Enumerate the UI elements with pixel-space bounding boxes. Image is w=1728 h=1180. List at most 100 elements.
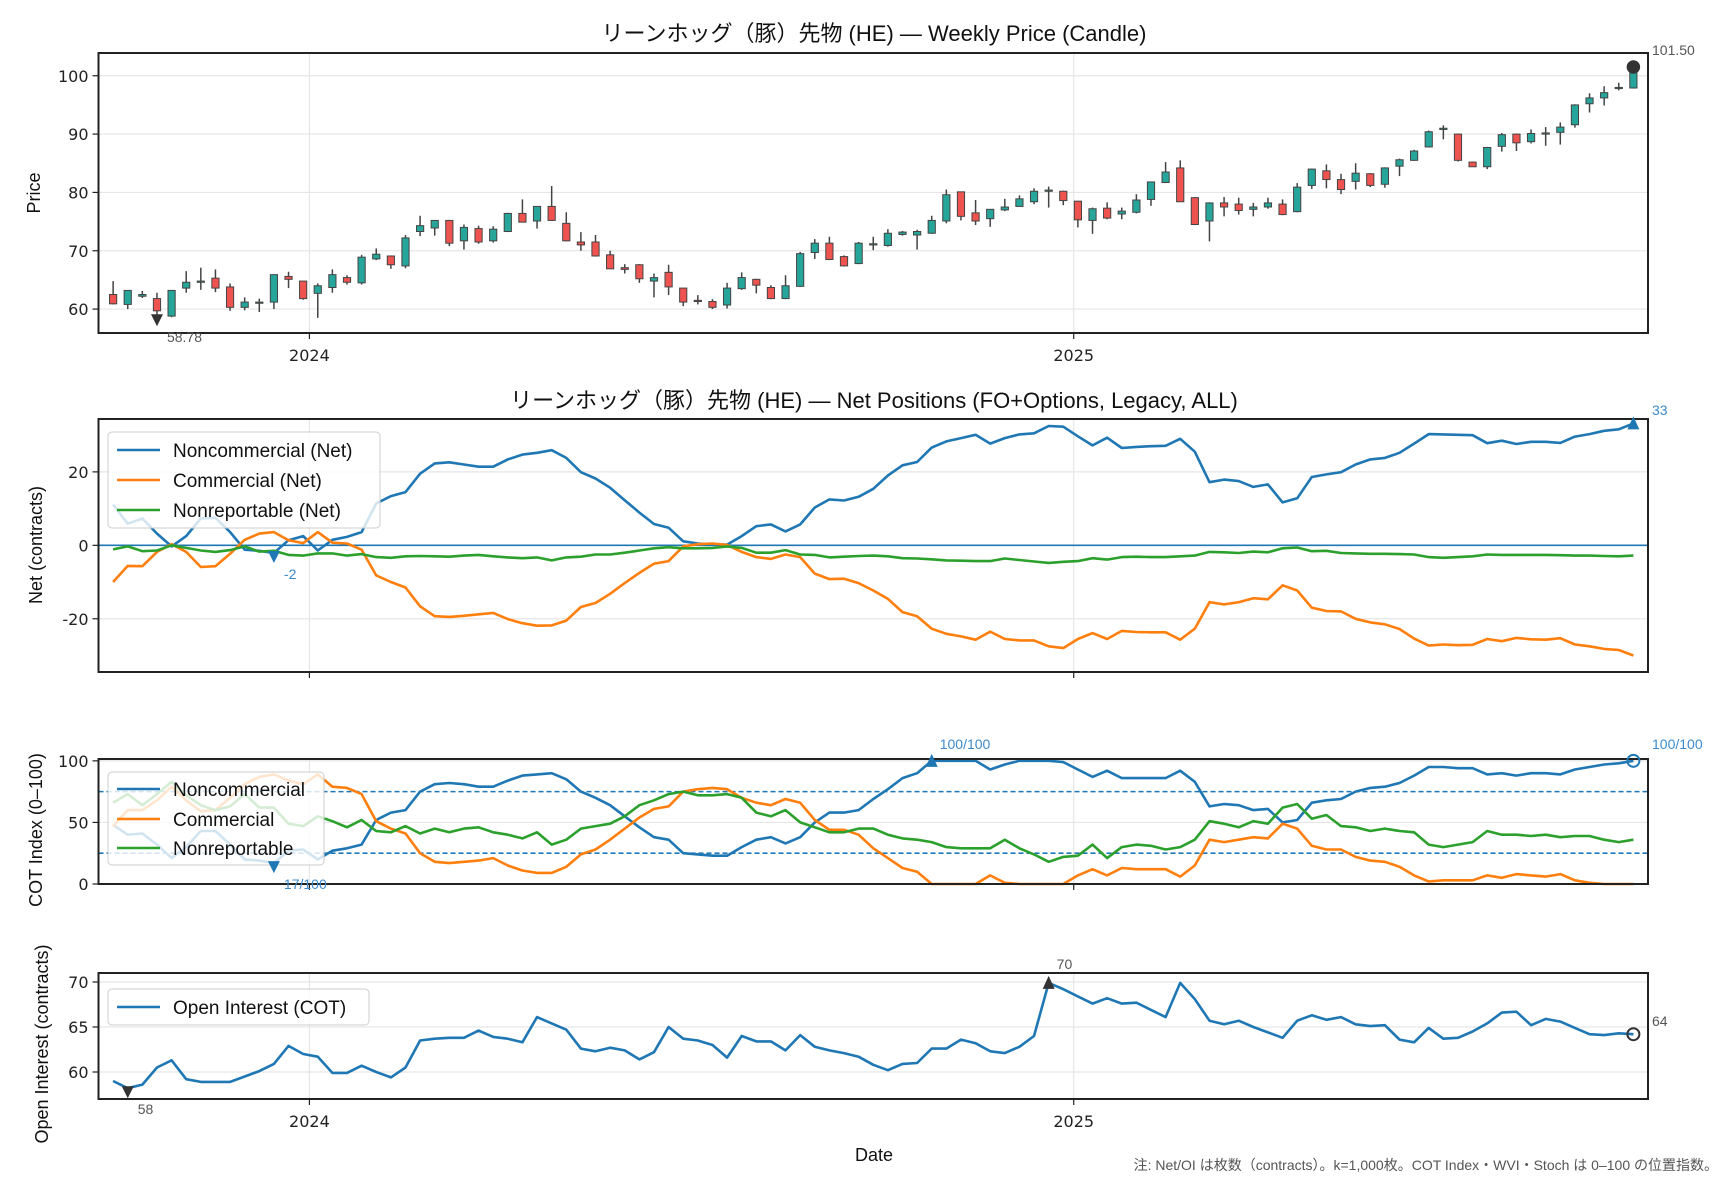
candle-body [1526,133,1536,143]
candle [956,191,966,221]
candle-body [269,274,279,303]
candle [1263,197,1273,209]
last-marker-circle-icon [1626,60,1641,74]
candle-body [1293,186,1302,213]
candle [1483,146,1492,170]
candle [1190,197,1199,226]
candle [182,271,191,293]
candle [1424,130,1433,148]
candle-body [1278,203,1287,216]
candle-body [1146,181,1156,200]
candle-body [1176,167,1185,203]
candle [1556,122,1565,145]
candle [1380,167,1389,188]
candle-body [898,231,907,235]
price-xtick-label: 2024 [289,346,330,365]
candle [1468,161,1477,168]
candle-body [679,287,688,303]
candle [810,239,819,259]
candle [401,235,410,269]
price-chart-title: リーンホッグ（豚）先物 (HE) — Weekly Price (Candle) [602,21,1147,46]
candle-body [547,205,556,221]
candle [357,254,366,285]
candle [1512,133,1521,151]
candle [1146,181,1156,206]
candle [986,208,995,227]
candle [679,287,688,307]
candle [1410,149,1419,161]
open-interest-series-line-0 [112,981,1634,1090]
candle [328,269,337,293]
candle [1117,207,1126,220]
candle-body [766,287,776,300]
candle [649,273,659,298]
marks-layer [98,67,1648,1090]
candle [459,224,469,250]
candle-body [1088,208,1097,221]
candle-body [1249,206,1258,210]
candle-body [854,242,863,265]
candle [664,264,673,296]
x-axis-label: Date [855,1145,893,1165]
candle [313,283,322,318]
candle-body [1600,92,1609,99]
candle [1395,158,1404,177]
footnote: 注: Net/OI は枚数（contracts）。k=1,000枚。COT In… [1134,1157,1718,1173]
candle [532,205,542,229]
axes-layer: 60 70 80 90 100 2024 2025 -20 0 20 0 50 100 60 65 70 202… [58,52,1649,1131]
candle [1453,133,1463,162]
cot-index-annotation-label: 17/100 [284,876,327,892]
candle [152,292,162,317]
candle-body [225,286,235,308]
candle [1600,86,1609,106]
candle-body [1541,132,1550,135]
candle [445,219,454,247]
candle [883,229,892,247]
candle-body [1395,159,1404,167]
candle [489,226,498,243]
candle-body [708,301,717,308]
legend-box [107,771,325,866]
candle-body [1103,207,1112,219]
candle [1293,183,1302,213]
grid-layer [98,53,1648,1099]
cot-index-ytick-label: 100 [58,752,89,771]
candle [138,291,147,298]
candle [752,278,761,294]
cot-index-series-line-2 [112,780,1634,864]
open-interest-ytick-label: 65 [68,1018,88,1037]
candle [1205,202,1214,242]
candle-body [1161,171,1170,183]
candle [299,280,308,300]
net-annotation-label: -2 [284,566,297,582]
candle-body [415,225,425,233]
candle-body [123,289,132,305]
legend-label: Commercial (Net) [173,471,322,492]
candle [1439,125,1448,140]
net-y-axis-label: Net (contracts) [26,486,46,604]
max-marker-triangle-up-icon [1042,975,1055,989]
candle-body [240,301,249,308]
open-interest-xtick-label: 2024 [289,1112,330,1131]
price-ytick-label: 90 [68,125,88,144]
candle-body [284,275,293,280]
candle [839,255,849,267]
candle-body [1614,86,1623,90]
candle-body [971,212,980,222]
candle-body [810,242,819,254]
candle [1526,129,1536,144]
candle [372,248,381,261]
candle-body [1439,127,1448,130]
candle [942,189,951,224]
candle [781,275,790,300]
net-ytick-label: 20 [68,463,88,482]
candle-body [167,289,176,317]
candle-body [489,228,498,242]
net-ytick-label: 0 [78,536,88,555]
candle-body [430,219,439,229]
candle [1132,194,1141,214]
candle [576,232,585,251]
cot-index-y-axis-label: COT Index (0–100) [26,753,46,907]
candle-body [737,277,746,290]
max-marker-triangle-up-icon [925,753,938,767]
